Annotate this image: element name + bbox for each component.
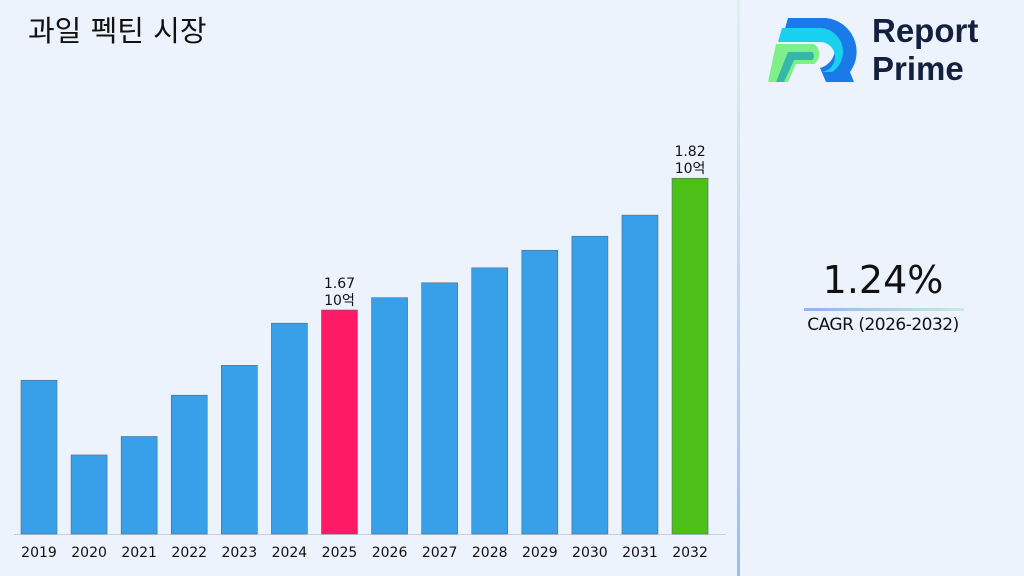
bar-2030 bbox=[571, 235, 609, 535]
x-tick-label: 2029 bbox=[522, 545, 558, 561]
logo-line1: Report bbox=[872, 12, 979, 49]
x-tick-label: 2021 bbox=[121, 545, 157, 561]
x-tick-label: 2022 bbox=[171, 545, 207, 561]
report-prime-logo-icon bbox=[768, 18, 857, 82]
x-tick-label: 2025 bbox=[322, 545, 358, 561]
data-label-value: 1.82 bbox=[674, 144, 705, 160]
bar-2026 bbox=[371, 297, 408, 535]
chart-title: 과일 펙틴 시장 bbox=[28, 14, 207, 48]
bar-2027 bbox=[421, 282, 458, 535]
x-tick-label: 2020 bbox=[71, 545, 107, 561]
bar-2031 bbox=[621, 214, 659, 535]
logo-line2: Prime bbox=[872, 50, 964, 87]
x-tick-label: 2026 bbox=[372, 545, 408, 561]
x-tick-label: 2030 bbox=[572, 545, 608, 561]
bar-2029 bbox=[521, 249, 559, 535]
bar-2023 bbox=[221, 365, 258, 535]
bar-2028 bbox=[471, 267, 509, 535]
cagr-underline bbox=[804, 308, 964, 311]
logo-text: Report Prime bbox=[872, 12, 978, 88]
bar-2019 bbox=[20, 379, 58, 535]
bar-2024 bbox=[271, 322, 308, 535]
x-tick-label: 2032 bbox=[672, 545, 708, 561]
bar-2021 bbox=[120, 436, 158, 535]
x-tick-label: 2024 bbox=[272, 545, 308, 561]
divider bbox=[737, 0, 740, 576]
bar-2022 bbox=[170, 394, 208, 535]
cagr-label: CAGR (2026-2032) bbox=[807, 315, 959, 335]
data-label-value: 1.67 bbox=[324, 276, 355, 292]
bar-2032 bbox=[671, 177, 709, 535]
x-tick-label: 2019 bbox=[21, 545, 57, 561]
data-label-unit: 10억 bbox=[324, 293, 355, 309]
bar-2025 bbox=[321, 309, 358, 535]
x-tick-label: 2031 bbox=[622, 545, 658, 561]
bar-2020 bbox=[70, 454, 108, 535]
x-tick-label: 2028 bbox=[472, 545, 508, 561]
data-label-unit: 10억 bbox=[675, 161, 706, 177]
x-tick-label: 2027 bbox=[422, 545, 458, 561]
x-tick-label: 2023 bbox=[221, 545, 257, 561]
cagr-value: 1.24% bbox=[822, 258, 944, 302]
